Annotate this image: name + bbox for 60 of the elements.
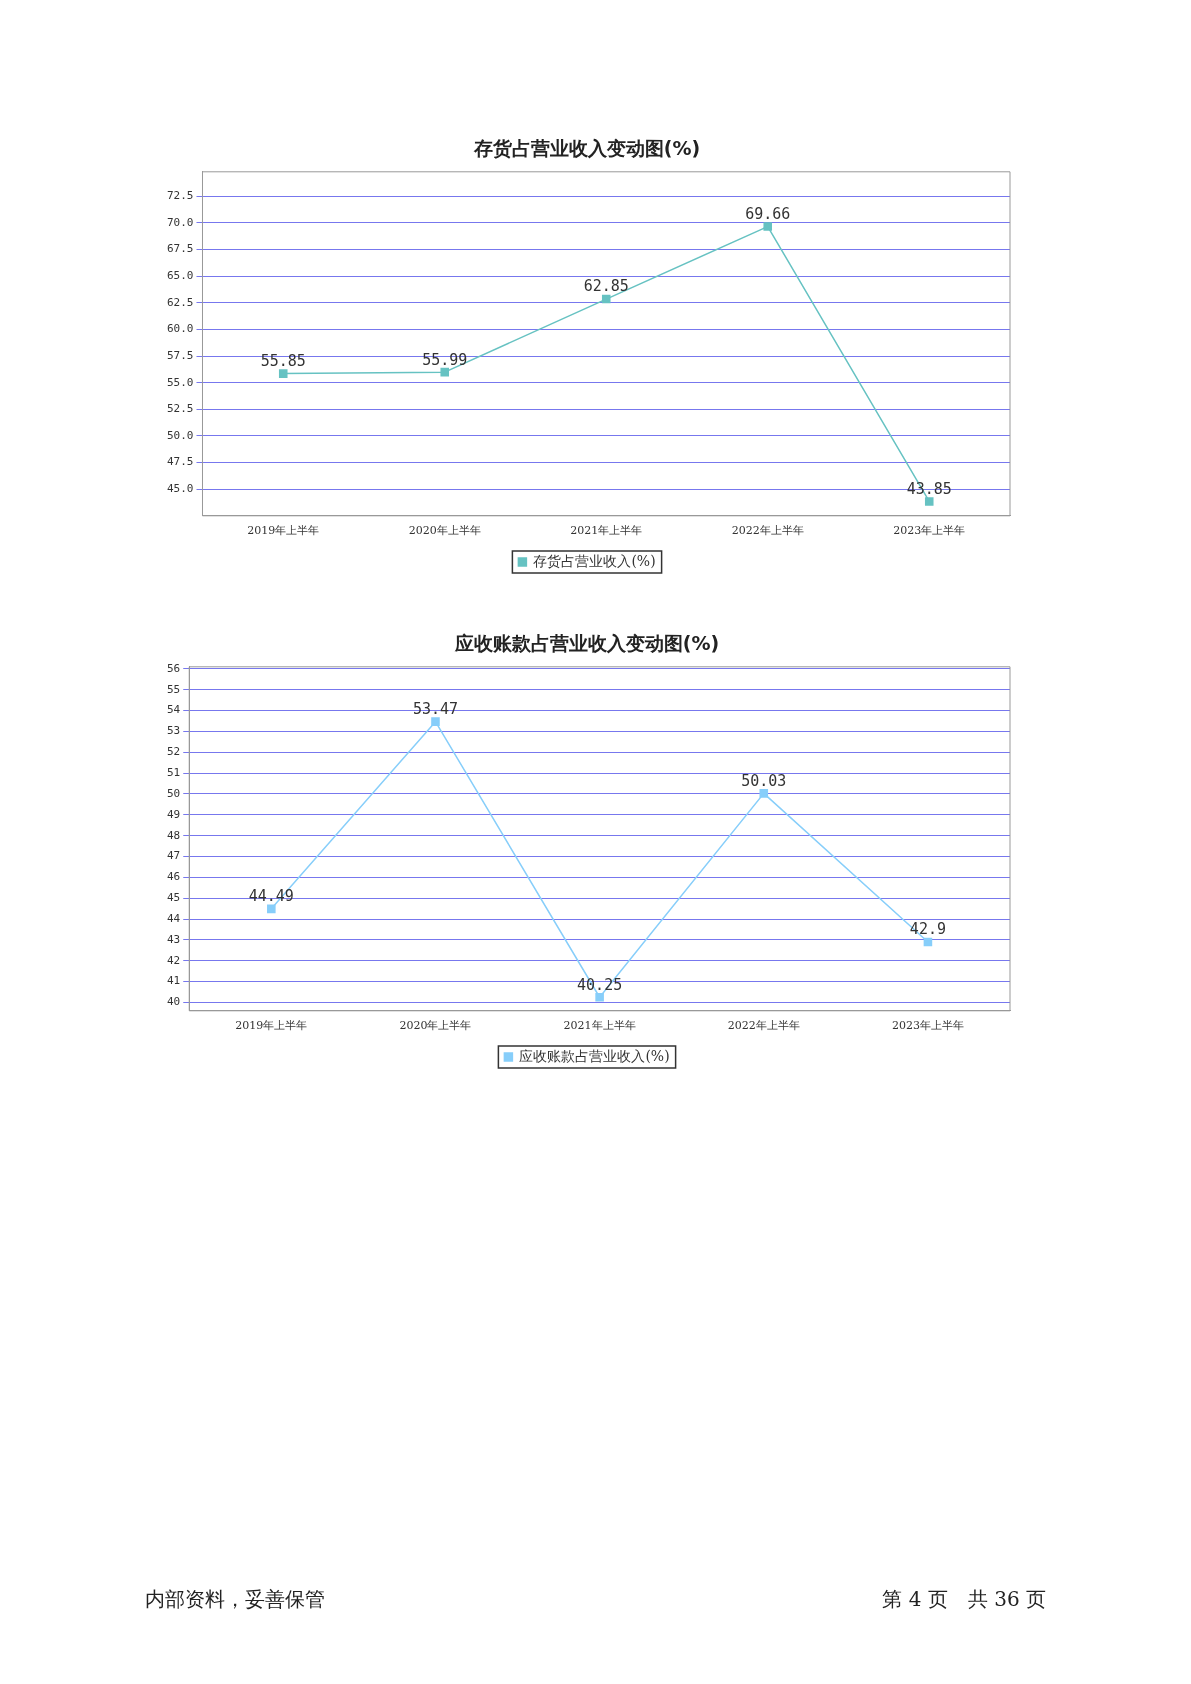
y-tick-label: 41 (167, 974, 181, 988)
point (763, 222, 773, 231)
y-tick-label: 52.5 (166, 402, 194, 416)
point (440, 367, 450, 377)
y-tick-label: 42 (167, 953, 181, 967)
data-label: 50.03 (741, 771, 787, 790)
point (267, 904, 276, 914)
point (759, 789, 769, 798)
y-tick-label: 55 (167, 682, 181, 696)
y-tick-label: 40 (167, 995, 181, 1009)
text: 第 4 页 共 36 页 (882, 1586, 1046, 1613)
y-tick-label: 50 (167, 786, 181, 800)
data-label: 55.85 (260, 352, 306, 371)
x-tick-label: 2019年上半年 (247, 524, 320, 538)
chart-title: 存货占营业收入变动图(%) (472, 137, 701, 160)
x-tick-label: 2020年上半年 (399, 1019, 472, 1033)
y-tick-label: 46 (167, 870, 181, 884)
y-tick-label: 45.0 (166, 482, 194, 496)
legend-label: 应收账款占营业收入(%) (519, 1047, 670, 1064)
y-tick-label: 60.0 (166, 322, 194, 336)
y-tick-label: 47 (167, 849, 181, 863)
y-tick-label: 55.0 (166, 375, 194, 389)
point (601, 294, 611, 304)
x-tick-label: 2020年上半年 (408, 524, 481, 538)
text: 内部资料，妥善保管 (145, 1586, 325, 1613)
y-tick-label: 72.5 (166, 189, 194, 203)
y-tick-label: 53 (167, 724, 181, 738)
y-tick-label: 51 (167, 765, 181, 779)
legend-label: 存货占营业收入(%) (533, 552, 656, 569)
y-tick-label: 54 (167, 703, 181, 717)
y-tick-label: 50.0 (166, 428, 194, 442)
y-tick-label: 67.5 (166, 242, 194, 256)
point (924, 497, 934, 506)
y-tick-label: 49 (167, 807, 181, 821)
x-tick-label: 2021年上半年 (570, 524, 643, 538)
point (595, 992, 604, 1002)
x-tick-label: 2022年上半年 (727, 1019, 800, 1033)
point (431, 717, 440, 726)
point (278, 369, 288, 378)
x-tick-label: 2021年上半年 (563, 1019, 636, 1033)
y-tick-label: 57.5 (166, 348, 194, 362)
y-tick-label: 44 (167, 911, 181, 925)
y-tick-label: 70.0 (166, 215, 194, 229)
y-tick-label: 62.5 (166, 295, 194, 309)
data-label: 69.66 (745, 204, 791, 223)
y-tick-label: 56 (167, 661, 181, 675)
point (923, 937, 933, 947)
x-tick-label: 2022年上半年 (731, 524, 804, 538)
x-tick-label: 2019年上半年 (235, 1019, 308, 1033)
data-label: 42.9 (909, 920, 946, 939)
y-tick-label: 65.0 (166, 269, 194, 283)
y-tick-label: 45 (167, 891, 181, 905)
x-tick-label: 2023年上半年 (893, 524, 966, 538)
y-tick-label: 43 (167, 932, 181, 946)
y-tick-label: 47.5 (166, 455, 194, 469)
x-tick-label: 2023年上半年 (891, 1019, 964, 1033)
y-tick-label: 48 (167, 828, 181, 842)
y-tick-label: 52 (167, 745, 181, 759)
chart-title: 应收账款占营业收入变动图(%) (453, 632, 720, 655)
data-label: 62.85 (583, 277, 629, 296)
